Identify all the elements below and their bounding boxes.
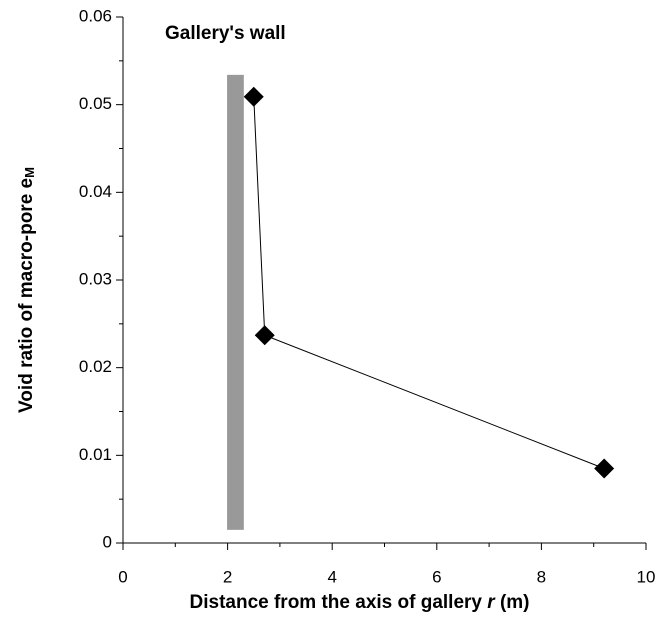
y-tick-label: 0.03 — [79, 269, 112, 288]
y-axis-label-main: Void ratio of macro-pore e — [16, 178, 37, 413]
y-axis-label-sub: M — [22, 167, 37, 178]
data-point — [243, 86, 264, 107]
x-tick-label: 6 — [432, 567, 441, 586]
x-tick-label: 0 — [118, 567, 127, 586]
x-tick-label: 8 — [537, 567, 546, 586]
gallery-wall — [227, 74, 244, 530]
x-tick-label: 10 — [637, 567, 656, 586]
y-tick-label: 0.02 — [79, 357, 112, 376]
x-axis-label: Distance from the axis of gallery r (m) — [190, 592, 530, 613]
data-point — [254, 325, 275, 346]
y-tick-label: 0.06 — [79, 6, 112, 25]
y-tick-label: 0.01 — [79, 445, 112, 464]
y-tick-label: 0 — [103, 532, 112, 551]
series-line — [253, 96, 605, 469]
x-axis-label-part: r — [487, 592, 496, 613]
x-axis-label-part: (m) — [495, 592, 530, 613]
x-tick-label: 2 — [223, 567, 232, 586]
x-tick-label: 4 — [327, 567, 336, 586]
wall-label: Gallery's wall — [165, 23, 286, 44]
y-axis-label: Void ratio of macro-pore eM — [16, 167, 37, 413]
y-tick-label: 0.05 — [79, 94, 112, 113]
x-axis-label-part: Distance from the axis of gallery — [190, 592, 488, 613]
data-point — [594, 458, 615, 479]
y-tick-label: 0.04 — [79, 182, 112, 201]
